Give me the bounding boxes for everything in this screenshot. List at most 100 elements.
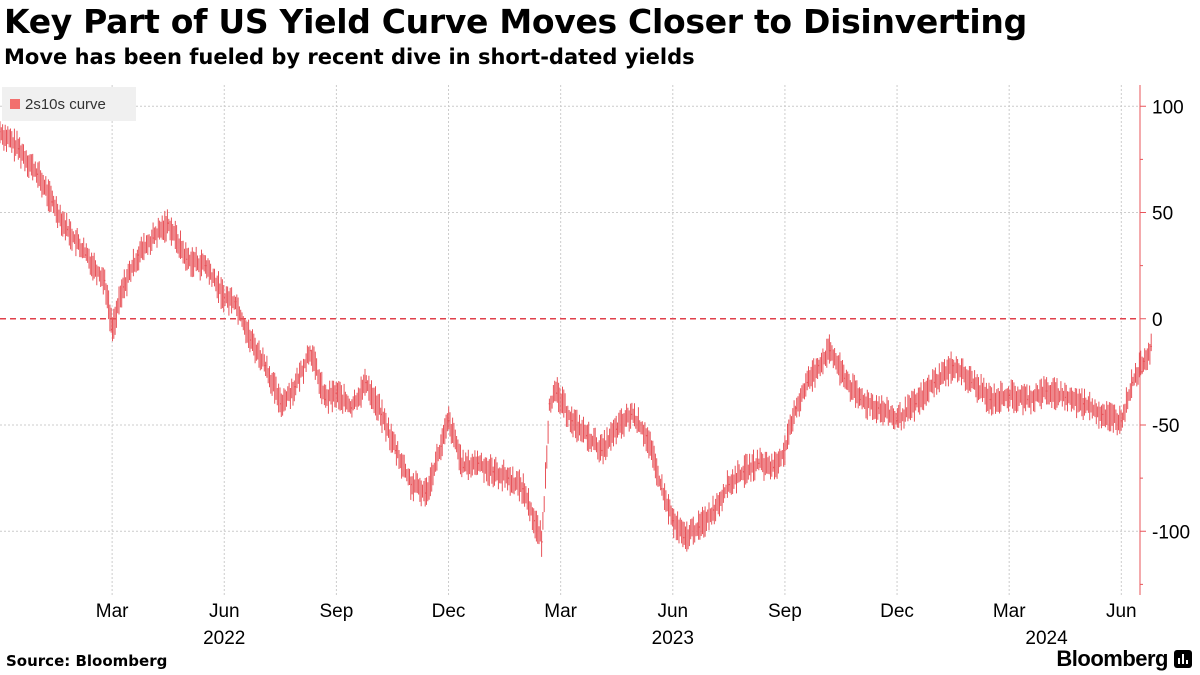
data-point — [843, 377, 846, 380]
data-point — [933, 381, 936, 384]
data-point — [447, 419, 450, 422]
data-point — [795, 407, 797, 409]
data-point — [234, 300, 237, 303]
data-point — [630, 413, 633, 416]
series-2s10s-curve — [0, 121, 1152, 557]
data-point — [1045, 390, 1048, 392]
bloomberg-chart-icon — [1174, 650, 1192, 668]
data-point — [671, 519, 674, 522]
data-point — [533, 519, 536, 522]
data-point — [1008, 394, 1010, 397]
data-point — [971, 381, 973, 384]
data-point — [1120, 419, 1123, 422]
data-point — [103, 279, 106, 282]
data-point — [660, 487, 663, 490]
data-point — [757, 462, 760, 465]
data-point — [186, 258, 188, 261]
data-point — [264, 364, 267, 367]
data-point — [600, 449, 603, 452]
data-point — [477, 462, 480, 465]
x-tick-label: Jun — [1106, 601, 1137, 622]
data-point — [1131, 381, 1134, 384]
data-point — [645, 434, 648, 437]
x-tick-label: Jun — [209, 601, 240, 622]
data-point — [440, 445, 442, 448]
x-tick-label: Sep — [768, 601, 802, 622]
data-point — [66, 228, 69, 231]
y-tick-label: 0 — [1152, 310, 1163, 331]
x-tick-label: Sep — [319, 601, 353, 622]
data-point — [1083, 402, 1085, 405]
data-point — [615, 428, 618, 431]
y-tick-label: 50 — [1152, 204, 1173, 225]
data-point — [541, 541, 543, 543]
x-tick-label: Mar — [96, 601, 129, 622]
y-tick-label: -100 — [1152, 522, 1190, 543]
data-point — [1101, 413, 1104, 416]
data-point — [784, 449, 786, 452]
data-point — [772, 466, 775, 469]
data-point — [324, 398, 326, 401]
y-tick-label: -50 — [1152, 416, 1179, 437]
chart-title: Key Part of US Yield Curve Moves Closer … — [4, 2, 1027, 41]
data-point — [365, 381, 368, 384]
x-tick-label: Mar — [544, 601, 577, 622]
x-year-label: 2024 — [1025, 628, 1068, 649]
x-year-label: 2022 — [203, 628, 245, 649]
data-point — [952, 364, 954, 367]
data-point — [806, 381, 809, 384]
data-point — [223, 296, 226, 299]
data-point — [507, 477, 510, 479]
data-point — [556, 392, 558, 394]
data-point — [395, 449, 397, 452]
data-point — [1150, 345, 1153, 348]
x-tick-label: Jun — [657, 601, 688, 622]
data-point — [410, 483, 412, 486]
data-point — [380, 413, 383, 416]
data-point — [683, 536, 685, 539]
data-point — [51, 201, 54, 203]
data-point — [137, 254, 140, 256]
data-point — [1027, 398, 1029, 401]
data-point — [571, 419, 573, 422]
brand-logo: Bloomberg — [1056, 646, 1168, 671]
data-point — [111, 328, 113, 331]
data-point — [713, 509, 715, 511]
data-point — [294, 385, 297, 388]
data-point — [335, 392, 338, 394]
data-point — [1064, 396, 1067, 399]
legend-label: 2s10s curve — [25, 95, 106, 113]
chart-subtitle: Move has been fueled by recent dive in s… — [4, 45, 695, 69]
legend: 2s10s curve — [2, 87, 136, 121]
data-point — [896, 419, 898, 422]
data-point — [249, 339, 252, 341]
data-point — [309, 349, 312, 352]
data-point — [122, 286, 125, 288]
data-point — [0, 130, 1, 133]
data-point — [279, 402, 282, 405]
data-point — [350, 407, 353, 409]
data-point — [728, 483, 730, 486]
data-point — [877, 407, 880, 409]
data-point — [828, 349, 831, 352]
data-point — [152, 237, 155, 239]
x-tick-label: Mar — [993, 601, 1026, 622]
x-tick-label: Dec — [432, 601, 466, 622]
data-point — [204, 264, 207, 267]
data-point — [36, 173, 39, 176]
data-point — [425, 492, 427, 494]
data-point — [548, 402, 551, 405]
legend-swatch — [10, 99, 20, 109]
data-point — [586, 434, 588, 437]
x-year-label: 2023 — [652, 628, 694, 649]
y-tick-label: 100 — [1152, 97, 1184, 118]
data-point — [817, 364, 820, 367]
data-point — [85, 254, 87, 256]
data-point — [914, 402, 917, 405]
data-point — [167, 222, 169, 224]
data-point — [522, 487, 525, 490]
data-point — [989, 398, 992, 401]
x-tick-label: Dec — [880, 601, 914, 622]
data-point — [492, 470, 495, 473]
